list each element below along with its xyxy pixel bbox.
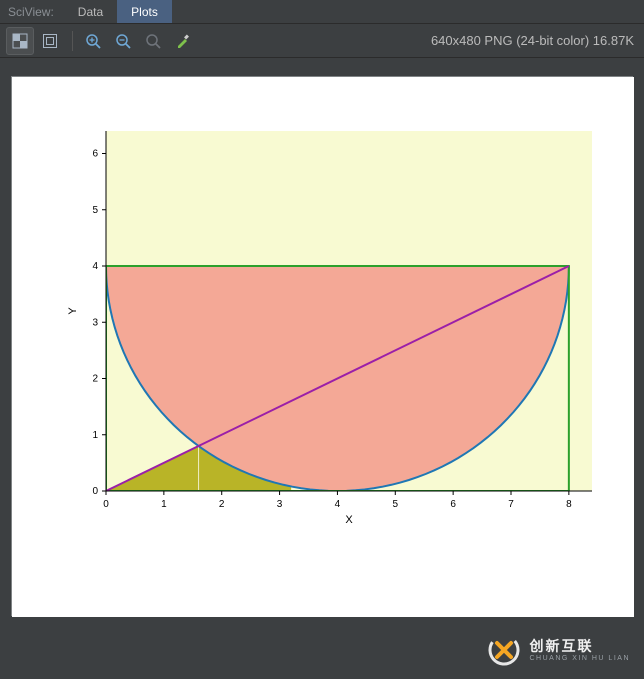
fit-checker-icon[interactable] xyxy=(6,27,34,55)
figure-canvas: 0 1 2 3 4 5 6 7 8 0 1 2 3 4 5 6 X Y xyxy=(11,76,633,616)
svg-text:0: 0 xyxy=(103,499,109,510)
svg-text:8: 8 xyxy=(566,499,572,510)
svg-text:5: 5 xyxy=(393,499,399,510)
svg-text:Y: Y xyxy=(67,307,79,315)
zoom-reset-icon[interactable] xyxy=(139,27,167,55)
image-status-text: 640x480 PNG (24-bit color) 16.87K xyxy=(431,33,634,48)
svg-text:3: 3 xyxy=(277,499,283,510)
toolbar: 640x480 PNG (24-bit color) 16.87K xyxy=(0,24,644,58)
brand-logo: 创新互联 CHUANG XIN HU LIAN xyxy=(487,633,630,667)
actual-size-icon[interactable] xyxy=(36,27,64,55)
svg-text:2: 2 xyxy=(219,499,225,510)
logo-text-en: CHUANG XIN HU LIAN xyxy=(529,655,630,662)
logo-mark-icon xyxy=(487,633,521,667)
svg-text:4: 4 xyxy=(92,261,98,272)
svg-text:4: 4 xyxy=(335,499,341,510)
svg-text:1: 1 xyxy=(92,430,98,441)
logo-text-cn: 创新互联 xyxy=(529,639,630,653)
svg-text:5: 5 xyxy=(92,205,98,216)
app-window: SciView: Data Plots xyxy=(0,0,644,679)
tab-label: Plots xyxy=(131,5,158,19)
plot-viewport: 0 1 2 3 4 5 6 7 8 0 1 2 3 4 5 6 X Y 创新互联 CHUANG XIN HU LI… xyxy=(0,58,644,679)
zoom-in-icon[interactable] xyxy=(79,27,107,55)
svg-text:1: 1 xyxy=(161,499,167,510)
view-label: SciView: xyxy=(0,5,64,19)
tab-plots[interactable]: Plots xyxy=(117,0,172,23)
svg-text:X: X xyxy=(345,514,353,526)
figure-svg: 0 1 2 3 4 5 6 7 8 0 1 2 3 4 5 6 X Y xyxy=(12,77,634,617)
svg-text:6: 6 xyxy=(92,149,98,160)
color-picker-icon[interactable] xyxy=(169,27,197,55)
svg-text:7: 7 xyxy=(508,499,514,510)
svg-text:3: 3 xyxy=(92,317,98,328)
svg-text:6: 6 xyxy=(450,499,456,510)
toolbar-separator xyxy=(72,31,73,51)
tab-data[interactable]: Data xyxy=(64,0,117,23)
zoom-out-icon[interactable] xyxy=(109,27,137,55)
tabbar: SciView: Data Plots xyxy=(0,0,644,24)
svg-text:0: 0 xyxy=(92,486,98,497)
logo-text: 创新互联 CHUANG XIN HU LIAN xyxy=(529,639,630,662)
svg-text:2: 2 xyxy=(92,374,98,385)
tab-label: Data xyxy=(78,5,103,19)
